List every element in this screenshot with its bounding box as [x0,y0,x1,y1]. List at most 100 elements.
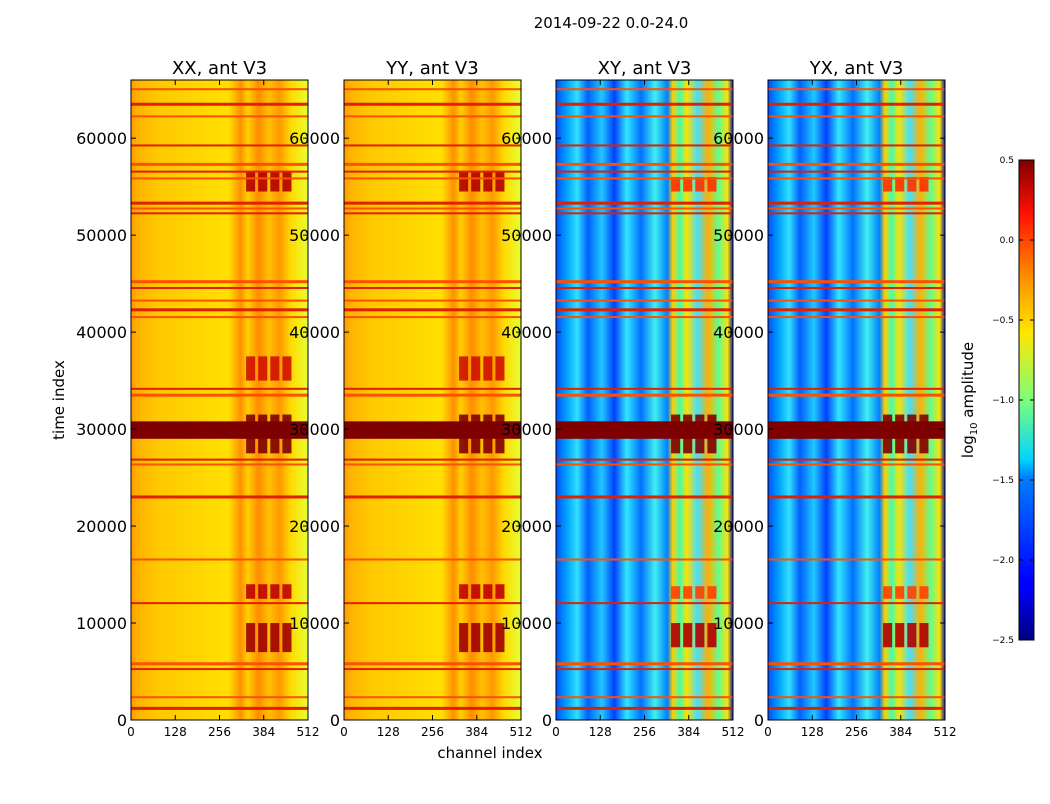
flagged-row [768,308,945,312]
rfi-block [246,356,256,381]
y-tick-label: 20000 [713,517,764,536]
rfi-block [707,623,717,648]
flagged-row [556,463,733,466]
flagged-row [344,212,521,215]
rfi-block [471,623,481,653]
flagged-row [768,387,945,390]
rfi-block [907,586,917,599]
x-tick-label: 0 [340,725,348,739]
flagged-row [131,280,308,284]
flagged-row [344,602,521,605]
rfi-block [471,584,481,599]
flagged-row [131,387,308,390]
rfi-block [707,586,717,599]
heatmap-base [344,80,521,720]
flagged-row [768,115,945,118]
flagged-row [344,299,521,302]
rfi-block [683,623,693,648]
bright-time-band [556,421,733,439]
rfi-block [483,584,493,599]
flagged-row [131,286,308,289]
rfi-block [883,176,893,192]
colorbar-tick-label: −1.5 [992,476,1014,486]
heatmap-panel: XY, ant V3 0 128 256 384 512 0 10000 20000 30000 4… [501,58,744,739]
flagged-row [768,201,945,205]
flagged-row [131,495,308,499]
x-axis-label: channel index [437,744,542,762]
x-tick-label: 0 [552,725,560,739]
flagged-row [131,162,308,166]
rfi-block [246,172,256,192]
flagged-row [556,280,733,284]
y-tick-label: 60000 [501,129,552,148]
x-tick-label: 256 [845,725,868,739]
rfi-block [246,584,256,599]
x-tick-label: 384 [465,725,488,739]
panel-title: XX, ant V3 [172,58,267,79]
rfi-block [895,176,905,192]
rfi-block [483,172,493,192]
rfi-block [707,176,717,192]
rfi-block [258,584,268,599]
panel-title: XY, ant V3 [598,58,692,79]
flagged-row [768,696,945,699]
rfi-block [495,584,505,599]
rfi-block [683,176,693,192]
colorbar-tick-label: −0.5 [992,316,1014,326]
rfi-block [695,586,705,599]
heatmap-panel: XX, ant V3 0 128 256 384 512 0 10000 20000 30000 4… [76,58,319,739]
colorbar-tick-label: 0.5 [1000,156,1014,166]
colorbar: 0.5 0.0 −0.5 −1.0 −1.5 −2.0 −2.5 log10 amplitud… [959,156,1035,646]
y-tick-label: 10000 [289,614,340,633]
flagged-row [131,662,308,666]
rfi-block [282,356,292,381]
x-tick-label: 384 [889,725,912,739]
rfi-block [282,172,292,192]
flagged-row [344,280,521,284]
flagged-row [768,316,945,319]
x-tick-label: 0 [764,725,772,739]
colorbar-label: log10 amplitude [959,342,980,458]
y-tick-label: 20000 [501,517,552,536]
flagged-row [768,144,945,147]
heatmap-panel: YY, ant V3 0 128 256 384 512 0 10000 20000 30000 4… [289,58,532,739]
heatmap-base [556,80,733,720]
rfi-block [483,623,493,653]
flagged-row [344,88,521,91]
y-tick-label: 50000 [713,226,764,245]
y-tick-label: 40000 [289,323,340,342]
flagged-row [344,393,521,397]
flagged-row [344,458,521,461]
rfi-block [883,586,893,599]
y-tick-label: 0 [117,711,127,730]
flagged-row [344,286,521,289]
panels: XX, ant V3 0 128 256 384 512 0 10000 20000 30000 4… [76,58,956,739]
y-tick-label: 40000 [501,323,552,342]
flagged-row [556,212,733,215]
x-tick-label: 512 [722,725,745,739]
flagged-row [344,144,521,147]
y-tick-label: 10000 [76,614,127,633]
flagged-row [768,602,945,605]
flagged-row [344,170,521,173]
bright-time-band [768,421,945,439]
y-tick-label: 60000 [713,129,764,148]
rfi-block [270,623,280,653]
flagged-row [556,696,733,699]
rfi-block [895,623,905,648]
heatmap-base [131,80,308,720]
rfi-block [671,586,681,599]
x-tick-label: 512 [934,725,957,739]
rfi-block [495,356,505,381]
x-tick-label: 384 [252,725,275,739]
flagged-row [131,602,308,605]
x-tick-label: 512 [297,725,320,739]
y-tick-label: 0 [330,711,340,730]
flagged-row [768,286,945,289]
flagged-row [131,212,308,215]
bright-time-band [131,421,308,439]
flagged-row [131,458,308,461]
flagged-row [131,558,308,561]
